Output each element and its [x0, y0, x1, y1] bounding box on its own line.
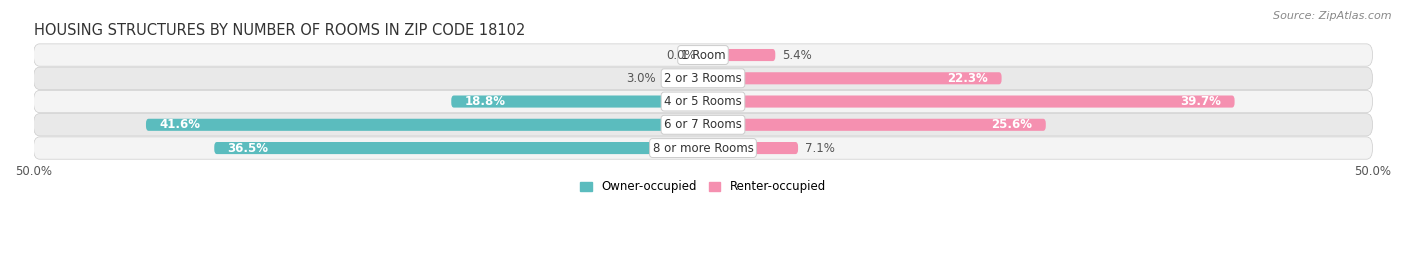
FancyBboxPatch shape: [703, 72, 1001, 84]
Text: 8 or more Rooms: 8 or more Rooms: [652, 141, 754, 155]
Text: Source: ZipAtlas.com: Source: ZipAtlas.com: [1274, 11, 1392, 21]
Text: 36.5%: 36.5%: [228, 141, 269, 155]
Text: HOUSING STRUCTURES BY NUMBER OF ROOMS IN ZIP CODE 18102: HOUSING STRUCTURES BY NUMBER OF ROOMS IN…: [34, 23, 524, 38]
FancyBboxPatch shape: [703, 49, 775, 61]
FancyBboxPatch shape: [451, 95, 703, 108]
FancyBboxPatch shape: [34, 90, 1372, 113]
Text: 6 or 7 Rooms: 6 or 7 Rooms: [664, 118, 742, 131]
Text: 41.6%: 41.6%: [159, 118, 201, 131]
Text: 22.3%: 22.3%: [948, 72, 988, 85]
FancyBboxPatch shape: [34, 67, 1372, 90]
Text: 39.7%: 39.7%: [1180, 95, 1222, 108]
FancyBboxPatch shape: [703, 95, 1234, 108]
Text: 18.8%: 18.8%: [464, 95, 506, 108]
Text: 7.1%: 7.1%: [804, 141, 835, 155]
FancyBboxPatch shape: [214, 142, 703, 154]
FancyBboxPatch shape: [703, 119, 1046, 131]
Text: 3.0%: 3.0%: [627, 72, 657, 85]
FancyBboxPatch shape: [146, 119, 703, 131]
Text: 1 Room: 1 Room: [681, 48, 725, 62]
Text: 25.6%: 25.6%: [991, 118, 1032, 131]
Text: 5.4%: 5.4%: [782, 48, 811, 62]
FancyBboxPatch shape: [34, 44, 1372, 66]
FancyBboxPatch shape: [703, 142, 799, 154]
FancyBboxPatch shape: [662, 72, 703, 84]
Text: 4 or 5 Rooms: 4 or 5 Rooms: [664, 95, 742, 108]
Text: 0.0%: 0.0%: [666, 48, 696, 62]
FancyBboxPatch shape: [34, 114, 1372, 136]
FancyBboxPatch shape: [34, 137, 1372, 159]
Text: 2 or 3 Rooms: 2 or 3 Rooms: [664, 72, 742, 85]
Legend: Owner-occupied, Renter-occupied: Owner-occupied, Renter-occupied: [575, 175, 831, 198]
